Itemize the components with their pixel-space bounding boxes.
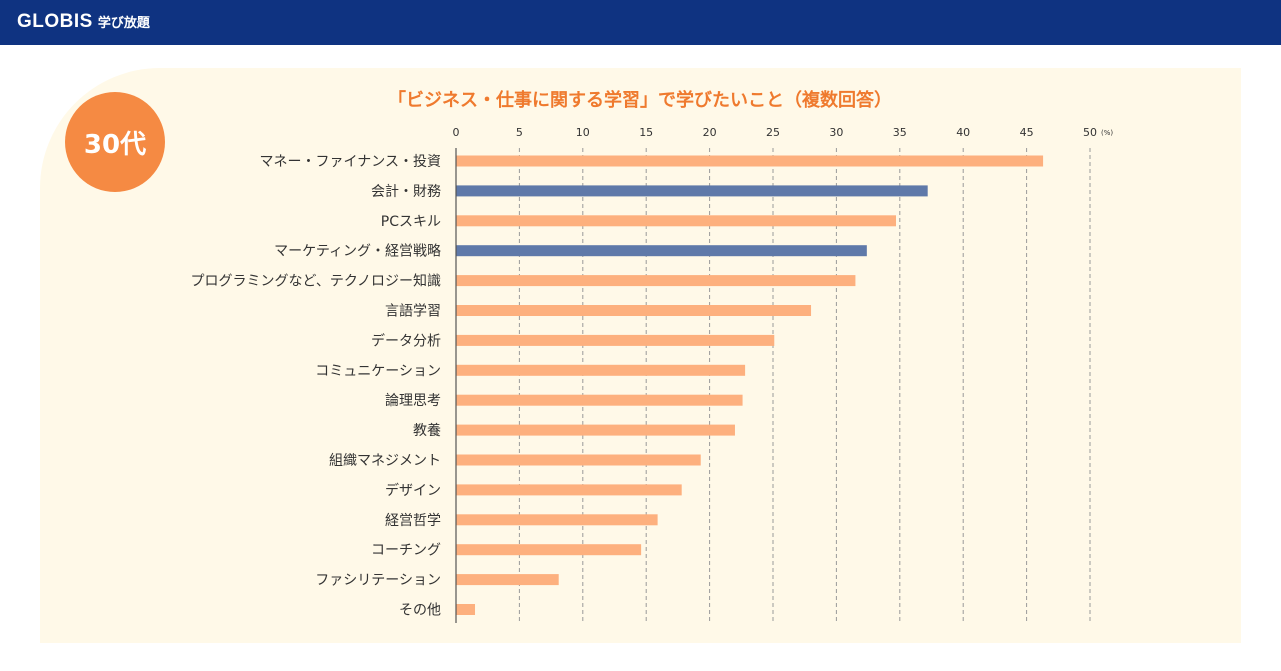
category-label: コミュニケーション	[315, 363, 441, 379]
top-header-bar: GLOBIS 学び放題	[0, 0, 1281, 45]
x-tick-label: 30	[829, 126, 843, 139]
category-label: プログラミングなど、テクノロジー知識	[191, 273, 441, 290]
x-tick-label: 35	[893, 126, 907, 139]
x-tick-label: 10	[576, 126, 590, 139]
bar	[456, 334, 775, 346]
category-label: 言語学習	[385, 304, 441, 320]
bar	[456, 394, 743, 406]
bar	[456, 544, 642, 556]
category-label: マーケティング・経営戦略	[274, 244, 441, 260]
bar	[456, 185, 928, 197]
x-tick-label: 15	[639, 126, 653, 139]
category-label: ファシリテーション	[315, 573, 441, 589]
x-tick-label: 20	[703, 126, 717, 139]
x-tick-label: 45	[1020, 126, 1034, 139]
category-label: 論理思考	[385, 393, 441, 409]
x-unit-label: (%)	[1101, 129, 1113, 137]
globis-logo[interactable]: GLOBIS 学び放題	[17, 11, 150, 33]
x-tick-label: 50	[1083, 126, 1097, 139]
category-label: 教養	[413, 422, 441, 439]
category-label: 組織マネジメント	[329, 453, 441, 469]
bar	[456, 364, 746, 376]
x-tick-label: 5	[516, 126, 523, 139]
bar	[456, 245, 867, 257]
chart-title: 「ビジネス・仕事に関する学習」で学びたいこと（複数回答）	[388, 90, 892, 111]
category-label: PCスキル	[381, 214, 441, 230]
category-label: マネー・ファイナンス・投資	[260, 154, 441, 170]
category-label: 会計・財務	[371, 184, 441, 200]
category-label: 経営哲学	[385, 513, 441, 529]
bar	[456, 574, 559, 586]
logo-subtitle: 学び放題	[97, 15, 150, 30]
bar	[456, 514, 658, 526]
bar	[456, 454, 701, 466]
category-label: その他	[399, 603, 441, 619]
x-tick-label: 40	[956, 126, 970, 139]
bar	[456, 424, 735, 436]
x-tick-label: 0	[453, 126, 460, 139]
bar	[456, 155, 1044, 167]
bar	[456, 484, 682, 496]
category-label: コーチング	[371, 543, 441, 559]
x-tick-label: 25	[766, 126, 780, 139]
category-label: デザイン	[385, 482, 441, 499]
bar	[456, 215, 896, 227]
bar	[456, 305, 812, 316]
age-group-badge: 30代	[65, 92, 165, 192]
logo-text: GLOBIS	[17, 11, 93, 32]
category-label: データ分析	[371, 332, 441, 349]
bar	[456, 604, 476, 615]
bar	[456, 275, 856, 287]
